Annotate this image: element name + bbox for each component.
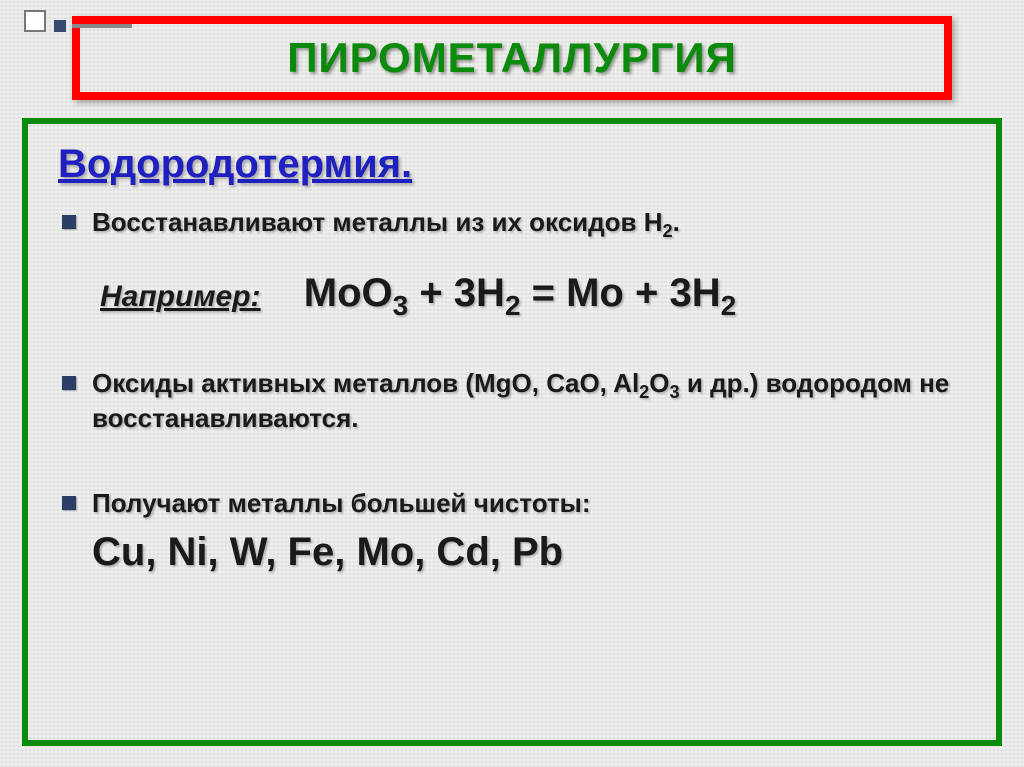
- bullet-text: Оксиды активных металлов (MgO, CaO, Al: [92, 368, 639, 398]
- content-box: Водородотермия. Восстанавливают металлы …: [22, 118, 1002, 746]
- bullet-text: O: [649, 368, 669, 398]
- bullet-item: Получают металлы большей чистоты: Cu, Ni…: [58, 486, 966, 579]
- corner-decoration: [24, 10, 134, 38]
- subscript: 2: [663, 221, 673, 241]
- bullet-text: .: [673, 207, 680, 237]
- title-box: ПИРОМЕТАЛЛУРГИЯ: [72, 16, 952, 100]
- example-label: Например:: [100, 280, 261, 313]
- bullet-item: Оксиды активных металлов (MgO, CaO, Al2O…: [58, 366, 966, 436]
- eq-part: = Mo + 3H: [521, 271, 721, 315]
- bullet-text: Восстанавливают металлы из их оксидов H: [92, 207, 663, 237]
- slide: ПИРОМЕТАЛЛУРГИЯ Водородотермия. Восстана…: [0, 0, 1024, 767]
- subtitle: Водородотермия.: [58, 142, 966, 187]
- subscript: 2: [639, 382, 649, 402]
- bullet-item: Восстанавливают металлы из их оксидов H2…: [58, 205, 966, 320]
- metals-list: Cu, Ni, W, Fe, Mo, Cd, Pb: [92, 525, 966, 579]
- chemical-equation: MoO3 + 3H2 = Mo + 3H2: [304, 271, 736, 315]
- subscript: 3: [670, 382, 680, 402]
- subscript: 3: [393, 290, 409, 321]
- slide-title: ПИРОМЕТАЛЛУРГИЯ: [100, 34, 924, 82]
- example-row: Например: MoO3 + 3H2 = Mo + 3H2: [100, 266, 966, 320]
- subscript: 2: [721, 290, 737, 321]
- eq-part: MoO: [304, 271, 393, 315]
- bullet-list: Восстанавливают металлы из их оксидов H2…: [58, 205, 966, 579]
- subscript: 2: [505, 290, 521, 321]
- eq-part: + 3H: [408, 271, 505, 315]
- bullet-text: Получают металлы большей чистоты:: [92, 488, 591, 518]
